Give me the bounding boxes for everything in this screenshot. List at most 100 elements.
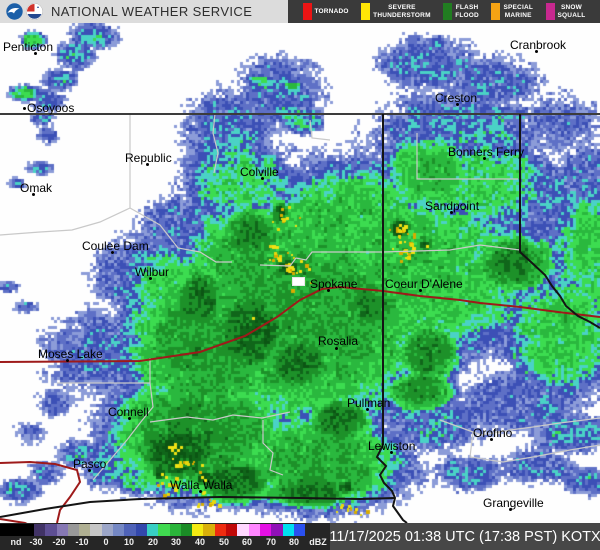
city-label-pullman: Pullman — [347, 396, 391, 410]
scale-segment — [214, 524, 227, 536]
legend-swatch — [443, 3, 453, 20]
warning-legend: TORNADO SEVERE THUNDERSTORM FLASH FLOOD SPECI… — [288, 0, 600, 23]
header-branding: NATIONAL WEATHER SERVICE — [0, 0, 288, 23]
city-label-osoyoos: Osoyoos — [27, 101, 75, 115]
scale-label--20: -20 — [52, 537, 66, 547]
legend-label: SEVERE THUNDERSTORM — [373, 3, 431, 19]
scale-label-80: 80 — [288, 537, 300, 547]
scale-segment — [79, 524, 91, 536]
scale-segment — [226, 524, 238, 536]
city-dot — [111, 251, 114, 254]
city-label-walla-walla: Walla Walla — [170, 478, 233, 492]
city-dot — [146, 163, 149, 166]
city-label-republic: Republic — [125, 151, 172, 165]
legend-item-severe-thunderstorm: SEVERE THUNDERSTORM — [361, 3, 431, 20]
legend-swatch — [302, 3, 312, 20]
legend-swatch — [545, 3, 555, 20]
scale-segment — [113, 524, 125, 536]
city-label-omak: Omak — [20, 181, 53, 195]
city-dot — [34, 52, 37, 55]
legend-item-tornado: TORNADO — [302, 3, 349, 20]
scale-segment — [146, 524, 159, 536]
scale-segment — [180, 524, 193, 536]
city-dot — [327, 289, 330, 292]
city-label-spokane: Spokane — [310, 277, 358, 291]
legend-swatch — [491, 3, 501, 20]
timestamp-text: 11/17/2025 01:38 UTC (17:38 PST) KOTX — [329, 528, 600, 545]
city-dot — [419, 289, 422, 292]
city-label-wilbur: Wilbur — [135, 265, 170, 279]
scale-segment — [135, 524, 147, 536]
header-bar: NATIONAL WEATHER SERVICE TORNADO SEVERE TH… — [0, 0, 600, 23]
city-dot — [199, 490, 202, 493]
city-dot — [66, 359, 69, 362]
city-dot — [128, 417, 131, 420]
scale-label-60: 60 — [241, 537, 253, 547]
radar-echo-canvas[interactable] — [0, 23, 600, 523]
scale-label-30: 30 — [170, 537, 182, 547]
scale-label--30: -30 — [29, 537, 43, 547]
scale-label-10: 10 — [123, 537, 135, 547]
scale-segment — [45, 524, 57, 536]
dbz-color-scale: nd -30 -20 -10 0 10 20 30 40 50 60 70 80 dBZ — [0, 523, 330, 550]
scale-segment — [101, 524, 114, 536]
city-dot — [88, 469, 91, 472]
legend-item-snow-squall: SNOW SQUALL — [545, 3, 586, 20]
city-dot — [450, 211, 453, 214]
legend-label: SNOW SQUALL — [557, 3, 586, 19]
city-dot — [261, 177, 264, 180]
scale-label-nd: nd — [10, 537, 22, 547]
scale-segment — [192, 524, 204, 536]
status-bar: nd -30 -20 -10 0 10 20 30 40 50 60 70 80 dBZ 11/17/20… — [0, 523, 600, 550]
city-dot — [366, 408, 369, 411]
city-label-creston: Creston — [435, 91, 478, 105]
nws-logo-icon — [26, 3, 43, 20]
scale-segment — [124, 524, 136, 536]
city-label-grangeville: Grangeville — [483, 496, 544, 510]
scale-label-70: 70 — [265, 537, 277, 547]
noaa-logo-icon — [6, 3, 23, 20]
city-dot — [509, 508, 512, 511]
legend-swatch — [361, 3, 371, 20]
city-label-rosalia: Rosalia — [318, 334, 359, 348]
city-dot — [456, 103, 459, 106]
scale-label--10: -10 — [75, 537, 89, 547]
radar-map[interactable]: Penticton Osoyoos Omak Republic Colville Cres… — [0, 23, 600, 523]
scale-segment — [158, 524, 170, 536]
city-dot — [390, 451, 393, 454]
scale-label-50: 50 — [218, 537, 230, 547]
legend-label: FLASH FLOOD — [455, 3, 479, 19]
city-label-coeur-d-alene: Coeur D'Alene — [385, 277, 463, 291]
scale-label-20: 20 — [147, 537, 159, 547]
scale-segment — [34, 524, 46, 536]
scale-segment — [271, 524, 283, 536]
scale-segment — [282, 524, 294, 536]
scale-segment — [67, 524, 80, 536]
city-label-bonners-ferry: Bonners Ferry — [448, 145, 525, 159]
city-dot — [335, 347, 338, 350]
city-label-penticton: Penticton — [3, 40, 54, 54]
city-dot — [490, 438, 493, 441]
city-dot — [149, 277, 152, 280]
scale-segment — [169, 524, 181, 536]
scale-label-40: 40 — [194, 537, 206, 547]
scale-segment — [259, 524, 272, 536]
city-dot — [32, 193, 35, 196]
scale-segment-nd — [0, 524, 34, 536]
legend-label: SPECIAL MARINE — [503, 3, 534, 19]
scale-label-dbz: dBZ — [309, 537, 327, 547]
city-dot — [483, 157, 486, 160]
legend-item-special-marine: SPECIAL MARINE — [491, 3, 533, 20]
scale-segment — [90, 524, 102, 536]
legend-item-flash-flood: FLASH FLOOD — [443, 3, 479, 20]
scale-segment — [293, 524, 306, 536]
city-label-coulee-dam: Coulee Dam — [82, 239, 149, 253]
dbz-color-strip — [0, 524, 306, 536]
city-dot — [23, 107, 26, 110]
radar-site-marker — [293, 278, 304, 285]
city-label-sandpoint: Sandpoint — [425, 199, 480, 213]
city-label-colville: Colville — [240, 165, 279, 179]
scale-label-0: 0 — [103, 537, 109, 547]
scale-segment — [56, 524, 68, 536]
